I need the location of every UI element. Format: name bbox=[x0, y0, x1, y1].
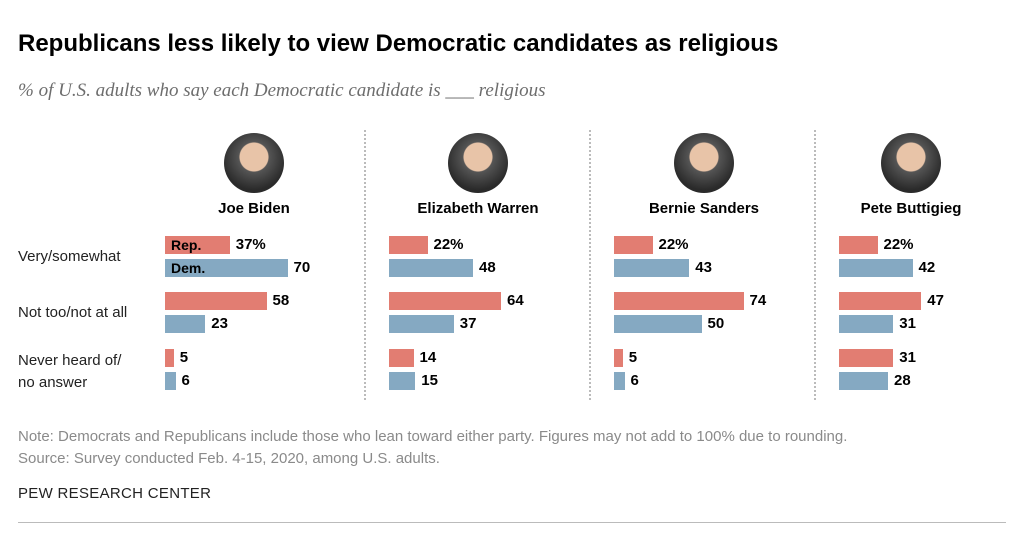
candidate-photo bbox=[224, 133, 284, 193]
rep-value-label: 22% bbox=[433, 236, 464, 253]
rep-bar bbox=[839, 349, 894, 367]
source: Source: Survey conducted Feb. 4-15, 2020… bbox=[18, 450, 440, 467]
row-label: Never heard of/ bbox=[18, 352, 122, 369]
candidate-photo bbox=[881, 133, 941, 193]
row-label: Not too/not at all bbox=[18, 304, 128, 321]
rep-bar bbox=[614, 292, 744, 310]
rep-value-label: 31 bbox=[899, 349, 916, 366]
candidate-name: Elizabeth Warren bbox=[417, 200, 539, 217]
dem-bar bbox=[839, 315, 894, 333]
legend-dem: Dem. bbox=[171, 260, 206, 276]
dem-bar bbox=[165, 372, 176, 390]
chart-title: Republicans less likely to view Democrat… bbox=[18, 30, 779, 57]
rep-value-label: 5 bbox=[179, 349, 189, 366]
rep-value-label: 22% bbox=[658, 236, 689, 253]
dem-bar bbox=[165, 259, 288, 277]
rep-bar bbox=[839, 236, 878, 254]
dem-bar bbox=[614, 259, 690, 277]
rep-value-label: 22% bbox=[883, 236, 914, 253]
rep-bar bbox=[614, 349, 623, 367]
dem-value-label: 23 bbox=[211, 315, 228, 332]
rep-bar bbox=[165, 292, 267, 310]
dem-bar bbox=[839, 259, 913, 277]
dem-bar bbox=[614, 372, 625, 390]
legend-rep: Rep. bbox=[171, 237, 202, 253]
candidate-name: Joe Biden bbox=[218, 200, 290, 217]
rep-value-label: 47 bbox=[927, 292, 944, 309]
rep-bar bbox=[165, 236, 230, 254]
note: Note: Democrats and Republicans include … bbox=[18, 428, 848, 445]
rep-bar bbox=[165, 349, 174, 367]
dem-value-label: 43 bbox=[695, 259, 712, 276]
dem-bar bbox=[839, 372, 888, 390]
rep-value-label: 74 bbox=[749, 292, 767, 309]
candidate-name: Bernie Sanders bbox=[648, 200, 760, 217]
rep-bar bbox=[389, 236, 428, 254]
rep-bar bbox=[389, 349, 414, 367]
rep-bar bbox=[389, 292, 501, 310]
rep-bar bbox=[614, 236, 653, 254]
dem-value-label: 6 bbox=[630, 372, 639, 389]
divider bbox=[364, 130, 366, 400]
dem-value-label: 31 bbox=[899, 315, 916, 332]
dem-value-label: 6 bbox=[181, 372, 190, 389]
candidate-photo bbox=[674, 133, 734, 193]
row-label: Very/somewhat bbox=[18, 248, 121, 265]
divider bbox=[814, 130, 816, 400]
dem-value-label: 50 bbox=[707, 315, 725, 332]
dem-value-label: 70 bbox=[293, 259, 311, 276]
rep-value-label: 58 bbox=[272, 292, 290, 309]
dem-bar bbox=[614, 315, 702, 333]
candidate-photo bbox=[448, 133, 508, 193]
footer-rule bbox=[18, 522, 1006, 523]
dem-value-label: 28 bbox=[894, 372, 911, 389]
rep-value-label: 5 bbox=[628, 349, 638, 366]
row-label: no answer bbox=[18, 374, 88, 391]
divider bbox=[589, 130, 591, 400]
dem-value-label: 48 bbox=[479, 259, 496, 276]
chart-subtitle: % of U.S. adults who say each Democratic… bbox=[18, 80, 546, 101]
dem-bar bbox=[389, 372, 416, 390]
dem-bar bbox=[389, 259, 473, 277]
rep-value-label: 64 bbox=[507, 292, 524, 309]
rep-value-label: 14 bbox=[419, 349, 437, 366]
dem-bar bbox=[165, 315, 206, 333]
dem-value-label: 42 bbox=[918, 259, 936, 276]
brand: PEW RESEARCH CENTER bbox=[18, 485, 212, 502]
dem-value-label: 15 bbox=[421, 372, 438, 389]
candidate-name: Pete Buttigieg bbox=[860, 200, 962, 217]
rep-value-label: 37% bbox=[235, 236, 266, 253]
dem-value-label: 37 bbox=[459, 315, 477, 332]
rep-bar bbox=[839, 292, 922, 310]
dem-bar bbox=[389, 315, 454, 333]
